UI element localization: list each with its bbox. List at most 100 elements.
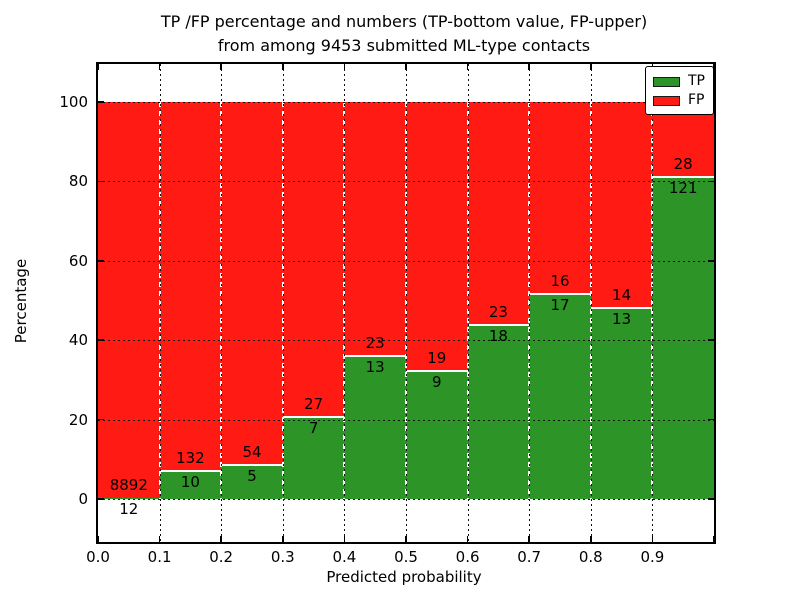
tick-mark xyxy=(713,536,715,542)
tick-mark xyxy=(405,64,407,70)
x-tick-label: 0.8 xyxy=(578,548,603,566)
tick-mark xyxy=(528,536,530,542)
tick-mark xyxy=(343,536,346,542)
tick-mark xyxy=(590,536,592,542)
tick-mark xyxy=(713,64,715,70)
horizontal-gridline xyxy=(98,340,714,342)
tp-count-label: 13 xyxy=(612,309,632,328)
y-axis-label: Percentage xyxy=(12,258,30,344)
fp-count-label: 8892 xyxy=(109,476,148,495)
tp-count-label: 121 xyxy=(668,178,698,197)
horizontal-gridline xyxy=(98,419,714,421)
horizontal-gridline xyxy=(98,181,714,183)
tick-mark xyxy=(158,64,161,70)
tick-mark xyxy=(708,180,714,183)
vertical-gridline xyxy=(221,64,223,542)
legend-row-tp: TP xyxy=(653,72,706,91)
tp-count-label: 13 xyxy=(365,357,385,376)
bar-boundary-line xyxy=(406,370,468,373)
fp-count-label: 27 xyxy=(304,395,324,414)
x-axis-label: Predicted probability xyxy=(326,568,482,586)
vertical-gridline xyxy=(282,64,284,542)
tick-mark xyxy=(282,536,284,542)
tick-mark xyxy=(98,260,104,262)
fp-legend-label: FP xyxy=(688,92,705,108)
bar-boundary-line xyxy=(344,354,406,357)
tick-mark xyxy=(708,339,714,341)
tp-count-label: 12 xyxy=(119,500,139,519)
tick-mark xyxy=(466,64,469,70)
bar-segment-fp xyxy=(282,102,345,418)
bar-segment-tp xyxy=(282,417,345,499)
bar-boundary-line xyxy=(590,306,653,309)
bar-segment-tp xyxy=(221,465,283,499)
bar-segment-tp xyxy=(590,307,653,499)
chart-title-line1: TP /FP percentage and numbers (TP-bottom… xyxy=(160,12,648,31)
fp-count-label: 14 xyxy=(612,285,632,304)
bar-segment-tp xyxy=(98,498,160,499)
tp-count-label: 7 xyxy=(308,419,319,438)
bar-segment-fp xyxy=(406,102,468,372)
bar-segment-fp xyxy=(221,102,283,466)
bar-boundary-line xyxy=(467,323,530,326)
tick-mark xyxy=(98,498,104,500)
x-tick-label: 0.4 xyxy=(332,548,357,566)
tick-mark xyxy=(466,536,469,542)
x-tick-label: 0.5 xyxy=(394,548,418,566)
x-tick-label: 0.0 xyxy=(86,548,110,566)
y-tick-label: 0 xyxy=(78,490,88,508)
horizontal-gridline xyxy=(98,499,714,500)
bar-segment-fp xyxy=(467,102,530,325)
tick-mark xyxy=(343,64,346,70)
bar-segment-fp xyxy=(529,102,591,295)
tick-mark xyxy=(282,64,284,70)
tick-mark xyxy=(528,64,530,70)
tp-legend-swatch xyxy=(653,76,680,87)
chart-title: TP /FP percentage and numbers (TP-bottom… xyxy=(96,10,712,58)
legend: TP FP xyxy=(645,66,714,115)
bar-segment-fp xyxy=(590,102,653,308)
vertical-gridline xyxy=(590,64,592,542)
bar-boundary-line xyxy=(529,293,591,296)
tick-mark xyxy=(708,418,714,421)
tick-mark xyxy=(220,536,222,542)
y-tick-label: 80 xyxy=(68,172,88,191)
fp-count-label: 23 xyxy=(488,302,508,321)
bar-boundary-line xyxy=(282,416,345,419)
bar-segment-tp xyxy=(467,324,530,499)
plot-canvas: 8892 12 132 10 54 5 27 7 23 13 19 9 23 18 16 17 14 13 28 12… xyxy=(98,64,714,542)
y-tick-label: 60 xyxy=(68,251,88,270)
bar-segment-fp xyxy=(344,102,406,356)
tick-mark xyxy=(405,536,407,542)
tick-mark xyxy=(98,180,104,183)
x-tick-label: 0.6 xyxy=(455,548,480,566)
horizontal-gridline xyxy=(98,260,714,262)
tp-count-label: 5 xyxy=(247,467,257,486)
tick-mark xyxy=(708,260,714,262)
tp-count-label: 10 xyxy=(180,473,200,492)
x-tick-label: 0.9 xyxy=(640,548,665,566)
horizontal-gridline xyxy=(98,102,714,103)
tick-mark xyxy=(158,536,161,542)
tick-mark xyxy=(98,339,104,341)
y-tick-label: 100 xyxy=(59,93,88,111)
x-tick-label: 0.1 xyxy=(147,548,172,566)
bar-boundary-line xyxy=(652,175,714,178)
plot-area: 8892 12 132 10 54 5 27 7 23 13 19 9 23 18 16 17 14 13 28 12… xyxy=(96,62,716,544)
vertical-gridline xyxy=(406,64,407,542)
legend-row-fp: FP xyxy=(653,91,706,110)
vertical-gridline xyxy=(652,64,654,542)
tick-mark xyxy=(97,536,99,542)
bar-segment-fp xyxy=(159,102,222,472)
bar-segment-fp xyxy=(98,102,160,499)
tp-count-label: 18 xyxy=(488,326,508,345)
tick-mark xyxy=(651,536,654,542)
chart-title-line2: from among 9453 submitted ML-type contac… xyxy=(217,36,591,55)
tp-count-label: 9 xyxy=(432,373,442,392)
y-tick-label: 40 xyxy=(68,331,88,350)
fp-count-label: 23 xyxy=(365,333,385,352)
bar-segment-tp xyxy=(529,294,591,499)
tick-mark xyxy=(98,101,104,103)
bar-segment-tp xyxy=(159,471,222,499)
